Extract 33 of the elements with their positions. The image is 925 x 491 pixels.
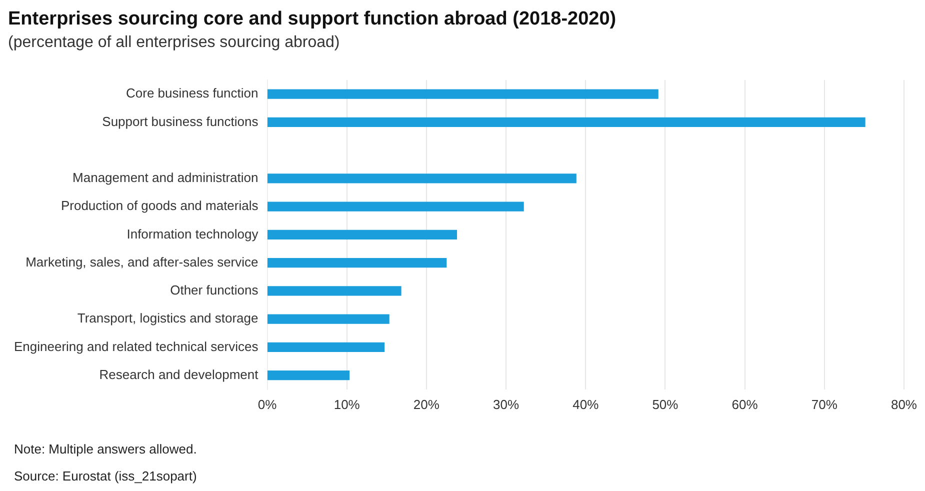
source-note: Source: Eurostat (iss_21sopart) (14, 468, 197, 484)
x-tick-label: 50% (652, 396, 679, 412)
y-tick-label: Production of goods and materials (60, 198, 259, 214)
bar (267, 174, 576, 184)
x-tick-label: 80% (890, 396, 918, 412)
bar (267, 314, 390, 324)
chart-subtitle: (percentage of all enterprises sourcing abroad) (8, 34, 340, 51)
x-tick-label: 20% (413, 396, 440, 412)
x-tick-label: 30% (493, 396, 520, 412)
bar (267, 342, 385, 352)
y-tick-label: Core business function (126, 86, 258, 101)
y-tick-label: Engineering and related technical services (14, 338, 259, 354)
y-tick-label: Research and development (99, 366, 259, 382)
y-tick-label: Marketing, sales, and after-sales service (26, 254, 258, 270)
y-tick-label: Management and administration (72, 170, 258, 186)
x-tick-label: 10% (334, 396, 360, 412)
y-tick-label: Support business functions (102, 114, 259, 129)
x-tick-label: 40% (572, 396, 600, 412)
y-tick-label: Information technology (126, 226, 259, 242)
chart-title: Enterprises sourcing core and support function abroad (2018-2020) (8, 8, 616, 30)
bar (267, 89, 658, 99)
text: Note: Multiple answers allowed. (14, 442, 197, 457)
x-tick-label: 0% (258, 396, 278, 412)
x-tick-label: 70% (811, 396, 838, 412)
y-tick-label: Other functions (170, 282, 259, 298)
bar (267, 202, 524, 212)
bar (267, 230, 458, 240)
bar (267, 117, 866, 128)
bar (267, 286, 402, 296)
x-tick-label: 60% (732, 396, 758, 412)
bar (267, 258, 447, 268)
bar (267, 370, 350, 380)
y-tick-label: Transport, logistics and storage (77, 310, 258, 326)
